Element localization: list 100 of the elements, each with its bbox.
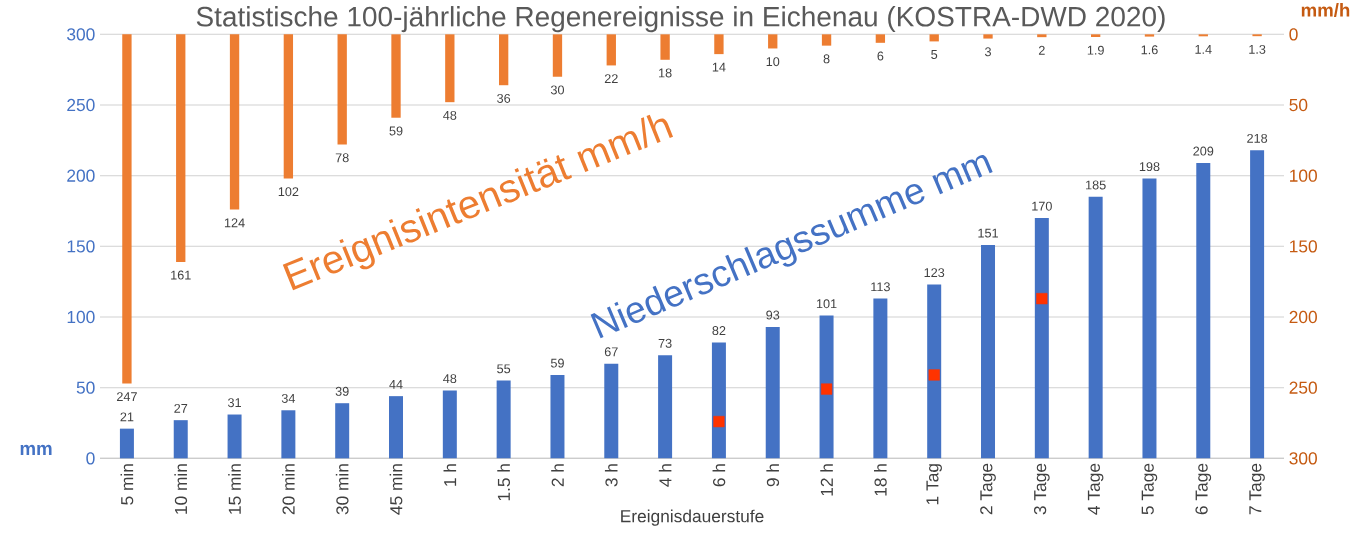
- x-tick-label: 45 min: [389, 464, 403, 515]
- bar: [768, 34, 778, 49]
- bar: [1034, 218, 1049, 459]
- data-label: 1.4: [1195, 45, 1212, 54]
- x-tick-label: 15 min: [228, 464, 241, 514]
- data-label: 27: [174, 403, 188, 413]
- bar: [1250, 150, 1265, 459]
- data-label: 124: [224, 218, 245, 228]
- bar: [981, 244, 996, 459]
- y2-axis-title: mm/h: [1301, 3, 1350, 17]
- bar: [176, 34, 186, 262]
- bar: [875, 34, 886, 43]
- data-label: 48: [443, 110, 457, 120]
- x-tick-label: 3 Tage: [1033, 463, 1050, 515]
- data-label: 73: [658, 338, 672, 348]
- x-tick-label: 9 h: [766, 464, 780, 487]
- y-tick-label: 0: [86, 452, 95, 465]
- data-label: 1.6: [1141, 45, 1158, 55]
- bar: [660, 34, 670, 60]
- x-tick-label: 7 Tage: [1249, 463, 1265, 515]
- bar: [1142, 178, 1157, 459]
- data-label: 34: [281, 393, 296, 403]
- x-tick-label: 1 h: [443, 464, 457, 486]
- data-label: 48: [443, 374, 457, 384]
- bar: [391, 34, 401, 118]
- data-label: 185: [1086, 180, 1106, 190]
- data-label: 44: [389, 380, 403, 389]
- bar: [442, 390, 457, 459]
- y2-tick-label: 100: [1290, 169, 1317, 182]
- y-tick-label: 300: [67, 28, 95, 41]
- bar: [227, 414, 242, 459]
- data-label: 6: [877, 51, 884, 61]
- bar: [929, 34, 939, 42]
- x-tick-label: 6 Tage: [1195, 463, 1212, 515]
- x-tick-label: 4 h: [658, 464, 672, 487]
- x-tick-label: 3 h: [604, 464, 618, 487]
- bar: [658, 355, 673, 459]
- chart-title: Statistische 100-jährliche Regenereignisse in Eichenau (KOSTRA-DWD 2020): [196, 6, 1165, 33]
- bar: [927, 284, 942, 459]
- data-label: 198: [1139, 162, 1160, 172]
- bar: [714, 34, 724, 55]
- bar: [445, 34, 455, 103]
- x-tick-label: 30 min: [335, 464, 349, 515]
- bar: [229, 34, 240, 210]
- x-tick-label: 2 h: [551, 464, 564, 487]
- data-label: 59: [550, 358, 564, 368]
- x-tick-label: 5 Tage: [1141, 463, 1158, 515]
- data-label: 8: [823, 54, 830, 64]
- y-tick-label: 50: [76, 381, 95, 394]
- bar: [119, 428, 134, 459]
- data-label: 14: [712, 62, 726, 72]
- bar: [606, 34, 616, 66]
- data-label: 1.9: [1087, 45, 1104, 55]
- data-label: 123: [924, 268, 945, 278]
- y2-tick-label: 300: [1289, 452, 1317, 465]
- data-label: 218: [1247, 133, 1268, 143]
- data-label: 67: [604, 347, 618, 357]
- bar: [337, 34, 347, 145]
- data-label: 55: [497, 364, 511, 374]
- x-tick-label: 5 min: [120, 464, 134, 505]
- x-tick-label: 6 h: [712, 464, 726, 487]
- data-label: 30: [550, 85, 565, 95]
- x-tick-label: 1 Tag: [926, 464, 942, 505]
- data-label: 10: [766, 57, 780, 67]
- y2-tick-label: 50: [1289, 98, 1308, 112]
- bar: [983, 34, 993, 39]
- y2-tick-label: 250: [1289, 381, 1317, 394]
- x-tick-label: 18 h: [874, 464, 887, 496]
- data-label: 59: [389, 126, 403, 136]
- data-label: 22: [604, 74, 618, 83]
- data-label: 1.3: [1249, 44, 1266, 54]
- bar: [389, 396, 404, 459]
- x-tick-label: 1.5 h: [497, 464, 511, 501]
- bar: [281, 410, 296, 459]
- bar: [496, 380, 511, 459]
- x-tick-label: 12 h: [820, 464, 833, 496]
- bar: [1196, 162, 1211, 459]
- y2-tick-label: 200: [1289, 310, 1317, 324]
- data-label: 209: [1193, 146, 1214, 156]
- data-label: 151: [978, 228, 998, 238]
- y2-tick-label: 150: [1290, 240, 1317, 253]
- bar: [552, 34, 563, 77]
- data-label: 5: [931, 50, 938, 59]
- bar: [335, 403, 350, 459]
- bar: [1088, 196, 1103, 459]
- data-label: 170: [1032, 201, 1052, 211]
- bar: [821, 34, 832, 46]
- bar: [173, 420, 188, 459]
- bar: [1144, 34, 1155, 37]
- data-label: 247: [116, 392, 137, 401]
- data-label: 161: [171, 270, 191, 280]
- data-label: 2: [1038, 45, 1045, 55]
- data-label: 3: [984, 47, 991, 57]
- data-label: 18: [659, 68, 672, 78]
- data-label: 21: [120, 412, 134, 422]
- y-tick-label: 150: [67, 240, 95, 253]
- bar: [1090, 34, 1101, 38]
- y-tick-label: 100: [67, 310, 95, 324]
- y-tick-label: 200: [67, 169, 95, 182]
- data-label: 39: [335, 386, 349, 396]
